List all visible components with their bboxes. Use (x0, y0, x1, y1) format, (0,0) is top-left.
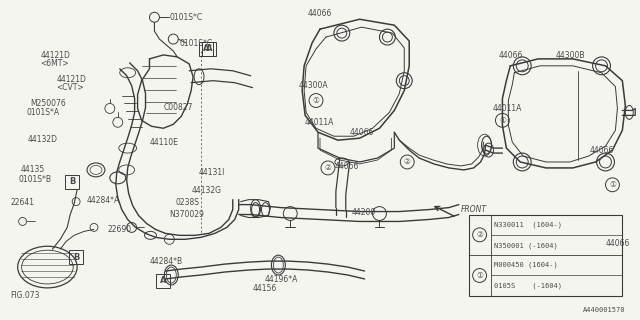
Text: 44131I: 44131I (199, 168, 225, 177)
Text: 44066: 44066 (349, 128, 374, 137)
Text: 44132D: 44132D (28, 135, 58, 144)
Text: ①: ① (476, 271, 483, 280)
Text: <CVT>: <CVT> (56, 83, 84, 92)
Text: <6MT>: <6MT> (40, 59, 69, 68)
Text: 44110E: 44110E (150, 138, 179, 147)
Text: 44135: 44135 (20, 165, 45, 174)
Text: FRONT: FRONT (461, 205, 487, 214)
Text: N370029: N370029 (170, 210, 204, 219)
Text: 0238S: 0238S (175, 198, 199, 207)
Bar (69, 250, 83, 264)
Text: N330011  (1604-): N330011 (1604-) (495, 221, 563, 228)
Bar (202, 42, 216, 56)
Text: ①: ① (499, 116, 506, 125)
Bar (468, 214, 622, 296)
Text: ②: ② (476, 230, 483, 239)
Text: M000450 (1604-): M000450 (1604-) (495, 262, 558, 268)
Text: B: B (69, 177, 76, 186)
Text: 44066: 44066 (308, 9, 332, 18)
Text: 0101S*B: 0101S*B (19, 175, 52, 184)
Text: A: A (160, 276, 166, 285)
Circle shape (596, 153, 614, 171)
Text: 44011A: 44011A (493, 105, 522, 114)
Text: 0105S    (-1604): 0105S (-1604) (495, 283, 563, 289)
Text: ①: ① (609, 180, 616, 189)
Text: A440001570: A440001570 (583, 307, 625, 313)
Text: 44300B: 44300B (556, 51, 586, 60)
Text: 44121D: 44121D (56, 75, 86, 84)
Text: 0101S*C: 0101S*C (179, 39, 212, 48)
Text: 44121D: 44121D (40, 51, 70, 60)
Circle shape (334, 25, 349, 41)
Text: B: B (73, 253, 79, 262)
Circle shape (396, 73, 412, 89)
Text: 44156: 44156 (253, 284, 277, 293)
Text: 44132G: 44132G (191, 186, 221, 195)
Text: A: A (203, 44, 209, 53)
Circle shape (593, 57, 611, 75)
Text: FIG.073: FIG.073 (11, 291, 40, 300)
Bar (65, 175, 79, 189)
Text: 44200: 44200 (352, 208, 376, 217)
Text: 44196*A: 44196*A (264, 275, 298, 284)
Text: C00827: C00827 (163, 102, 193, 111)
Text: 44066: 44066 (605, 239, 630, 248)
Bar (156, 274, 170, 288)
Text: 44284*B: 44284*B (150, 257, 182, 266)
Text: 22641: 22641 (11, 198, 35, 207)
Circle shape (380, 29, 396, 45)
Text: ②: ② (404, 157, 411, 166)
Text: A: A (205, 44, 212, 53)
Text: 0101S*C: 0101S*C (170, 13, 202, 22)
Text: 0101S*A: 0101S*A (27, 108, 60, 117)
Text: ②: ② (324, 164, 332, 172)
Text: 44011A: 44011A (304, 118, 333, 127)
Text: 44284*A: 44284*A (87, 196, 120, 205)
Bar (199, 42, 213, 56)
Text: ①: ① (312, 96, 319, 105)
Text: 44066: 44066 (589, 146, 614, 155)
Text: 44066: 44066 (335, 162, 359, 171)
Circle shape (513, 57, 531, 75)
Text: M250076: M250076 (31, 99, 67, 108)
Text: 22690: 22690 (108, 225, 132, 235)
Text: 44066: 44066 (499, 51, 523, 60)
Text: N350001 (-1604): N350001 (-1604) (495, 242, 558, 249)
Text: 44300A: 44300A (298, 81, 328, 90)
Circle shape (513, 153, 531, 171)
